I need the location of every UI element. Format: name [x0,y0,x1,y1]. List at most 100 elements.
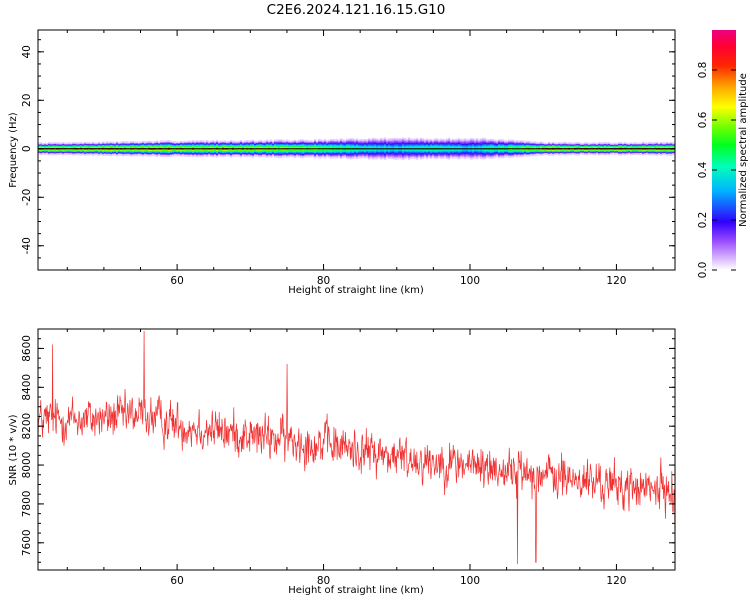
spectrogram-cell [276,150,279,152]
spectrogram-cell [94,149,97,150]
spectrogram-cell [64,145,67,147]
spectrogram-cell [244,144,247,146]
spectrogram-cell [54,144,57,146]
spectrogram-cell [282,154,285,156]
spectrogram-cell [242,146,245,147]
spectrogram-cell [178,146,181,148]
spectrogram-cell [208,144,211,146]
spectrogram-cell [110,153,113,155]
spectrogram-cell [302,142,305,144]
spectrogram-cell [144,149,147,151]
spectrogram-cell [136,149,139,151]
spectrogram-cell [82,142,85,144]
spectrogram-cell [154,150,157,151]
spectrogram-cell [166,144,169,146]
spectrogram-cell [40,150,43,151]
spectrogram-cell [184,142,187,143]
spectrogram-cell [296,155,299,156]
spectrogram-cell [324,144,327,146]
spectrogram-cell [168,151,171,153]
spectrogram-cell [258,143,261,145]
spectrogram-cell [228,147,231,149]
spectrogram-cell [314,154,317,156]
spectrogram-cell [282,142,285,144]
spectrogram-cell [78,152,81,154]
spectrogram-cell [118,144,121,146]
spectrogram-cell [60,150,63,152]
spectrogram-cell [98,152,101,153]
spectrogram-cell [92,143,95,145]
spectrogram-cell [162,146,165,148]
spectrogram-cell [324,156,327,158]
spectrogram-cell [336,155,339,157]
spectrogram-cell [320,153,323,155]
spectrogram-cell [248,145,251,147]
spectrogram-cell [318,140,321,142]
spectrogram-cell [234,140,237,142]
spectrogram-cell [304,144,307,145]
spectrogram-cell [304,155,307,156]
spectrogram-cell [194,142,197,144]
spectrogram-cell [330,149,333,151]
spectrogram-cell [66,154,69,155]
spectrogram-cell [278,155,281,157]
spectrogram-cell [318,144,321,146]
spectrogram-cell [92,150,95,151]
spectrogram-cell [142,144,145,146]
spectrogram-cell [244,142,247,144]
spectrogram-cell [328,142,331,144]
spectrogram-cell [260,143,263,145]
spectrogram-cell [90,149,93,151]
spectrogram-cell [184,152,187,154]
spectrogram-cell [58,145,61,147]
spectrogram-cell [162,150,165,152]
spectrogram-cell [266,152,269,154]
spectrogram-cell [274,145,277,147]
spectrogram-cell [316,146,319,148]
spectrogram-cell [292,143,295,145]
spectrogram-cell [336,140,339,142]
spectrogram-cell [128,149,131,151]
spectrogram-cell [336,141,339,143]
spectrogram-cell [170,146,173,148]
spectrogram-cell [294,151,297,153]
spectrogram-cell [186,146,189,148]
spectrogram-cell [218,147,221,148]
spectrogram-cell [132,145,135,147]
spectrogram-cell [340,141,343,143]
spectrogram-cell [124,146,127,148]
spectrogram-cell [302,139,305,141]
spectrogram-cell [172,152,175,154]
spectrogram-cell [264,149,267,151]
spectrogram-cell [310,153,313,155]
spectrogram-cell [228,152,231,154]
spectrogram-cell [314,156,317,158]
spectrogram-cell [306,154,309,156]
spectrogram-cell [96,150,99,152]
spectrogram-cell [166,140,169,142]
spectrogram-cell [106,150,109,152]
spectrogram-cell [178,154,181,155]
spectrogram-cell [116,155,119,157]
spectrogram-cell [102,149,105,150]
spectrogram-cell [284,149,287,151]
spectrogram-cell [252,156,255,158]
spectrogram-cell [210,141,213,142]
spectrogram-cell [272,154,275,156]
spectrogram-cell [330,149,333,151]
spectrogram-cell [60,151,63,153]
spectrogram-cell [318,143,321,144]
spectrogram-cell [176,155,179,157]
spectrogram-cell [332,155,335,157]
spectrogram-cell [64,147,67,149]
spectrogram-cell [306,151,309,153]
spectrogram-cell [108,146,111,148]
spectrogram-cell [250,140,253,142]
spectrogram-cell [122,153,125,155]
spectrogram-cell [214,143,217,145]
spectrogram-cell [240,141,243,142]
spectrogram-cell [52,152,55,153]
spectrogram-cell [282,153,285,155]
spectrogram-cell [394,137,397,139]
spectrogram-cell [214,150,217,152]
